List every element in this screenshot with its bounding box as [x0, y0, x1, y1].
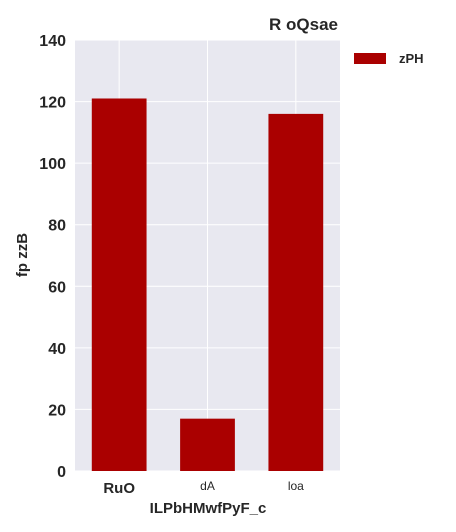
y-axis-label: fp zzB [14, 233, 31, 277]
y-tick-label: 0 [57, 464, 66, 481]
y-tick-label: 100 [39, 156, 66, 173]
x-tick-label: dA [200, 479, 215, 493]
y-tick-label: 120 [39, 95, 66, 112]
y-tick-labels: 0 20 40 60 80 100 120 140 [39, 33, 66, 481]
bar-loa [268, 113, 324, 471]
legend-label: zPH [399, 51, 424, 66]
bar-RuO [91, 98, 147, 471]
x-tick-labels: RuO dA loa [103, 479, 304, 497]
y-tick-label: 20 [48, 402, 66, 419]
y-tick-label: 140 [39, 33, 66, 50]
x-tick-label: loa [288, 479, 304, 493]
y-tick-label: 40 [48, 341, 66, 358]
y-tick-label: 80 [48, 218, 66, 235]
y-tick-label: 60 [48, 279, 66, 296]
legend: zPH [354, 51, 424, 66]
bars [91, 98, 324, 471]
bar-dA [180, 418, 235, 471]
legend-swatch [354, 53, 386, 64]
x-axis-label: ILPbHMwfPyF_c [150, 500, 267, 517]
chart-title: R oQsae [269, 15, 338, 34]
x-tick-label: RuO [103, 480, 135, 497]
